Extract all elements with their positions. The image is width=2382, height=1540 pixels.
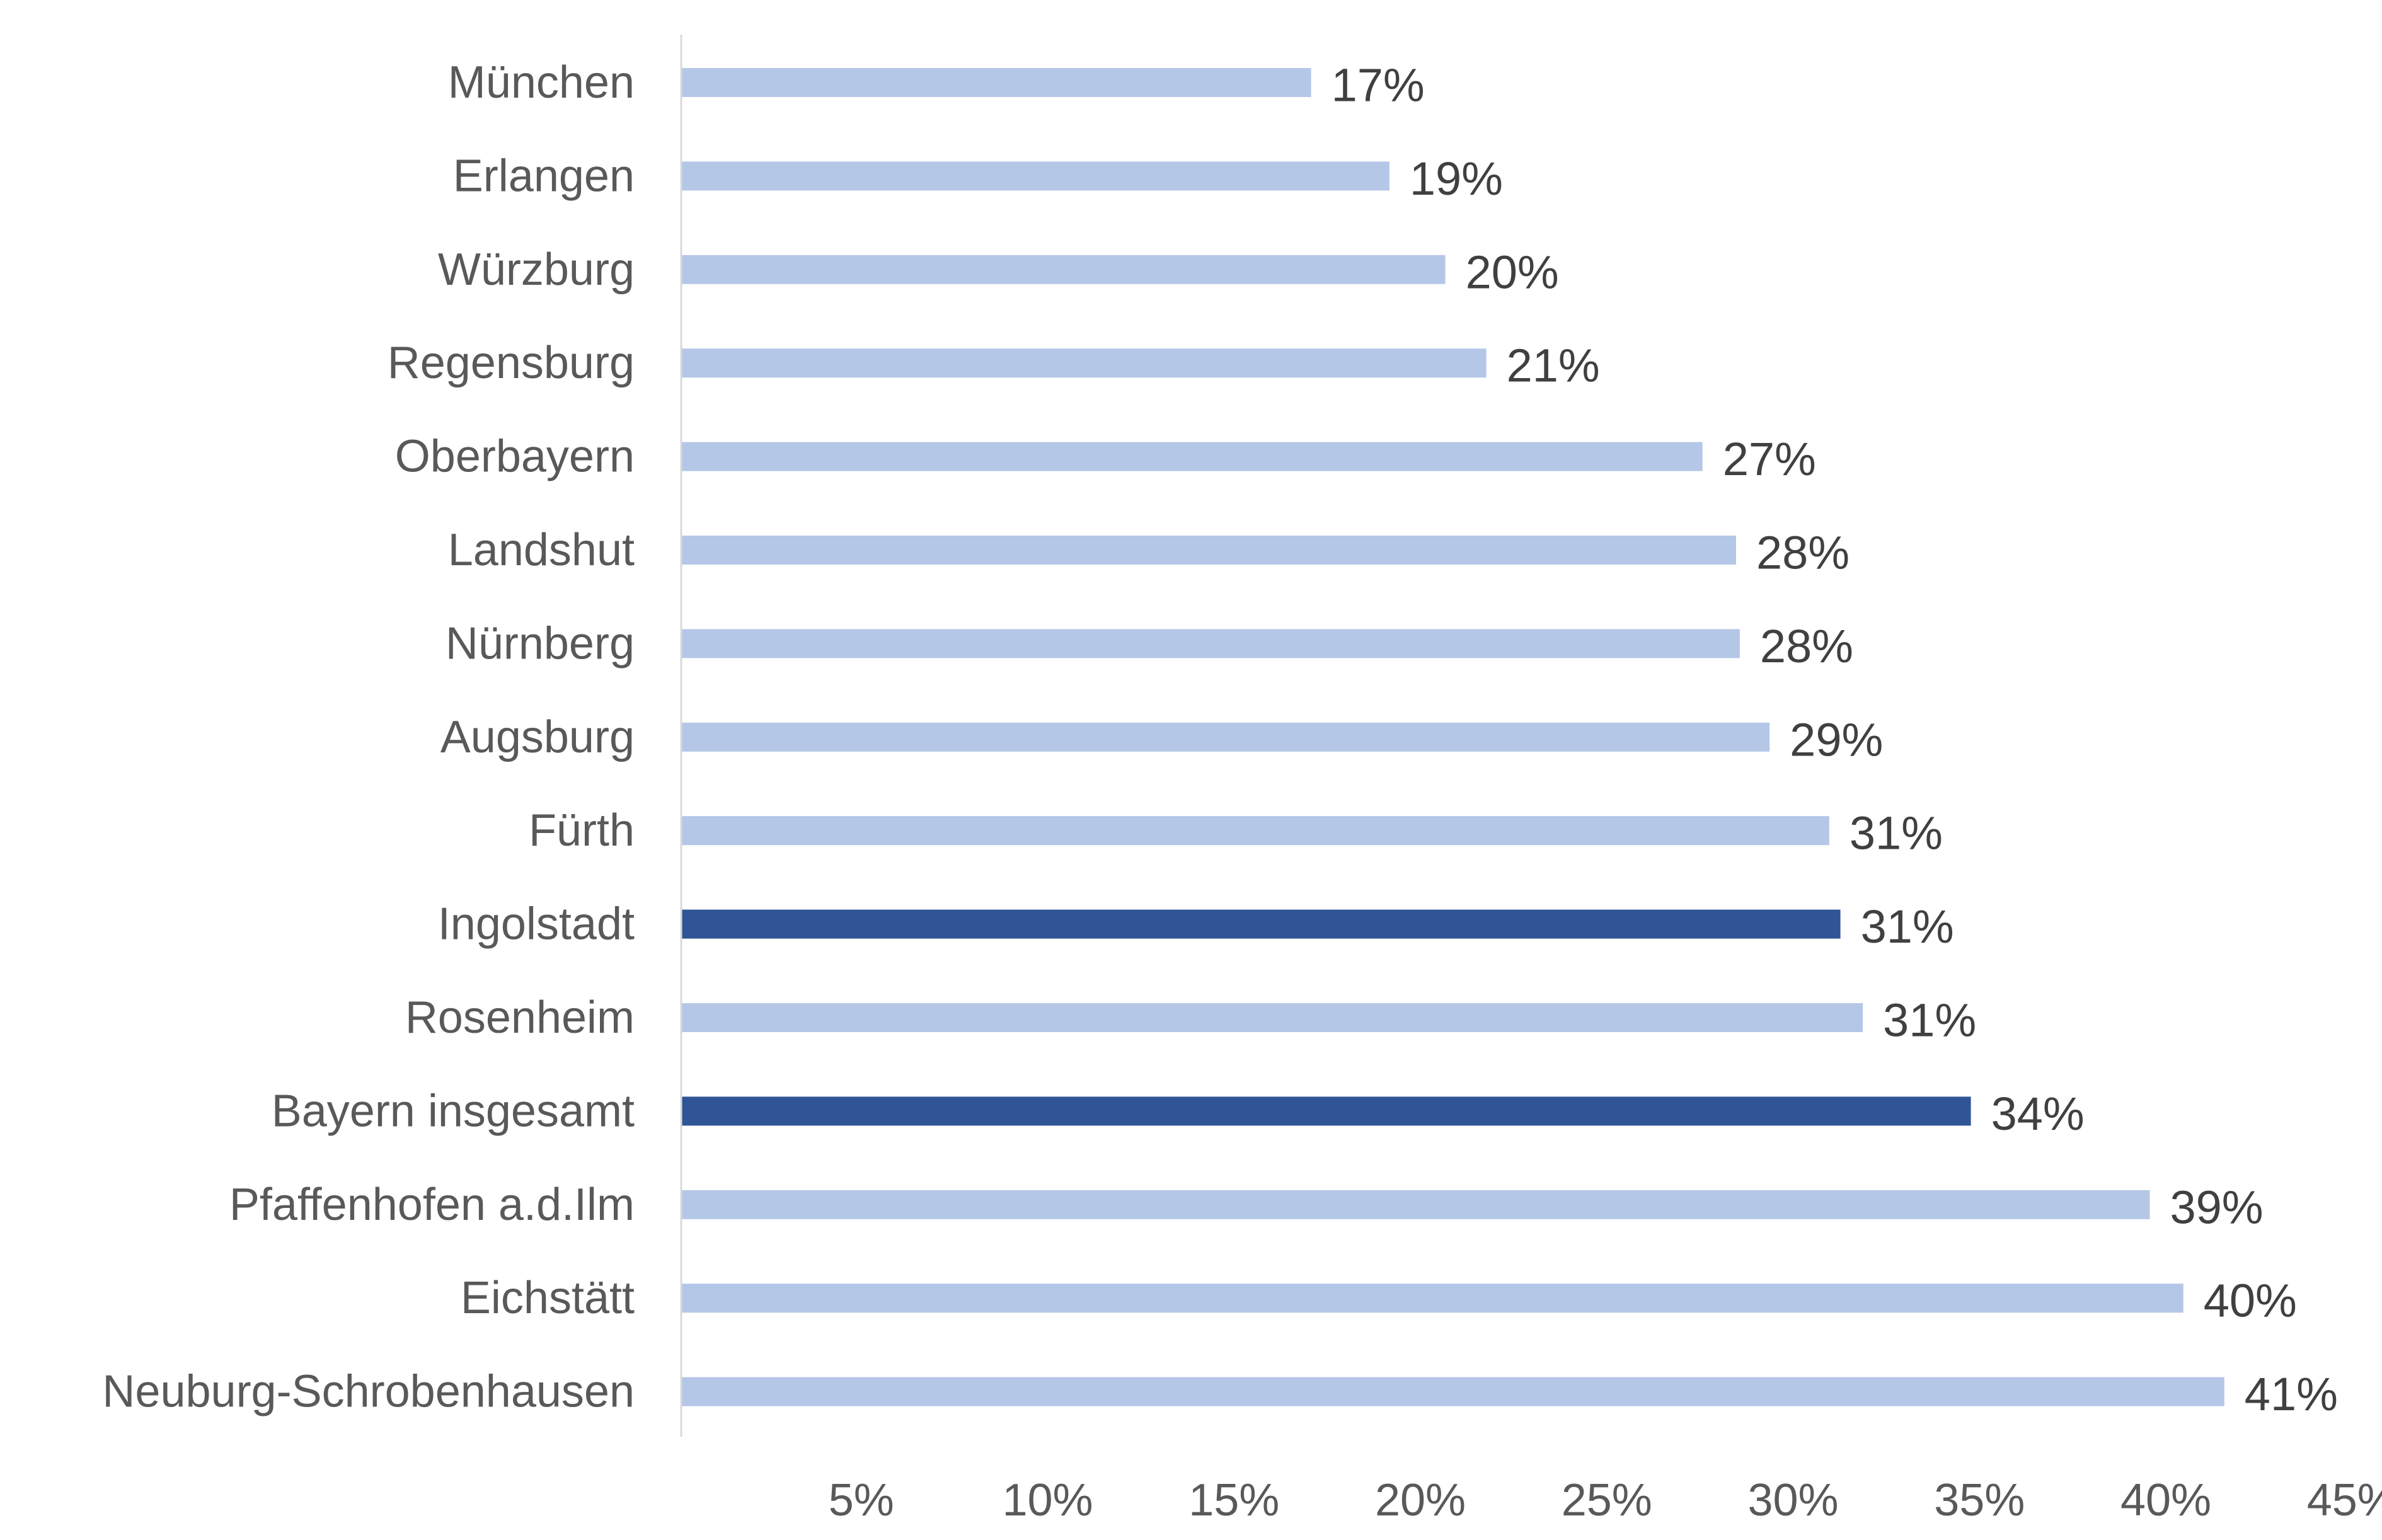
bar [681,348,1487,378]
x-tick-label: 35% [1934,1475,2025,1526]
bar [681,1190,2150,1219]
value-label: 21% [1507,340,1600,392]
bar [681,1003,1863,1032]
value-label: 27% [1723,433,1816,485]
x-tick-label: 30% [1747,1475,1838,1526]
bar [681,1377,2224,1406]
x-tick-label: 15% [1188,1475,1279,1526]
x-tick-label: 40% [2120,1475,2211,1526]
value-label: 31% [1850,807,1943,859]
category-label: Pfaffenhofen a.d.Ilm [229,1180,635,1230]
category-label: Erlangen [453,151,635,201]
value-label: 31% [1883,994,1976,1047]
bar [681,629,1740,658]
bar [681,722,1770,752]
bar [681,442,1703,471]
category-label: Fürth [529,805,635,856]
x-tick-label: 25% [1562,1475,1652,1526]
value-label: 28% [1756,527,1850,579]
category-label: Landshut [448,525,635,575]
x-tick-label: 20% [1375,1475,1466,1526]
bar [681,255,1446,284]
value-label: 40% [2204,1275,2297,1327]
category-label: München [448,57,635,108]
bar [681,536,1736,565]
value-label: 41% [2245,1368,2338,1420]
bar [681,1284,2184,1313]
x-axis-tick-labels: 5% 10% 15% 20% 25% 30% 35% 40% 45% [829,1475,2382,1526]
category-label: Nürnberg [446,618,635,669]
category-labels: München Erlangen Würzburg Regensburg Oberbay… [102,57,635,1417]
category-label: Rosenheim [405,992,635,1043]
category-label: Bayern insgesamt [272,1086,635,1136]
category-label: Eichstätt [461,1273,635,1323]
bar [681,68,1311,97]
category-label: Würzburg [438,244,635,295]
x-tick-label: 45% [2307,1475,2382,1526]
category-label: Neuburg-Schrobenhausen [102,1367,635,1417]
value-label: 34% [1991,1088,2085,1140]
value-label: 19% [1410,152,1503,205]
value-label: 29% [1790,713,1883,766]
bar [681,909,1841,939]
bar [681,161,1390,191]
value-label: 31% [1861,900,1954,953]
bar [681,816,1829,846]
category-label: Oberbayern [395,432,635,482]
value-label: 39% [2170,1181,2264,1233]
value-labels: 17% 19% 20% 21% 27% 28% 28% 29% 31% 31% 31% 34% 39% 4… [1332,59,2338,1421]
x-tick-label: 5% [829,1475,894,1526]
value-label: 20% [1466,246,1559,298]
x-tick-label: 10% [1002,1475,1093,1526]
value-label: 28% [1760,620,1853,672]
category-label: Regensburg [388,338,635,388]
category-label: Ingolstadt [438,899,635,950]
value-label: 17% [1332,59,1425,112]
bars-group [681,68,2224,1406]
bar [681,1096,1971,1126]
category-label: Augsburg [440,712,635,762]
